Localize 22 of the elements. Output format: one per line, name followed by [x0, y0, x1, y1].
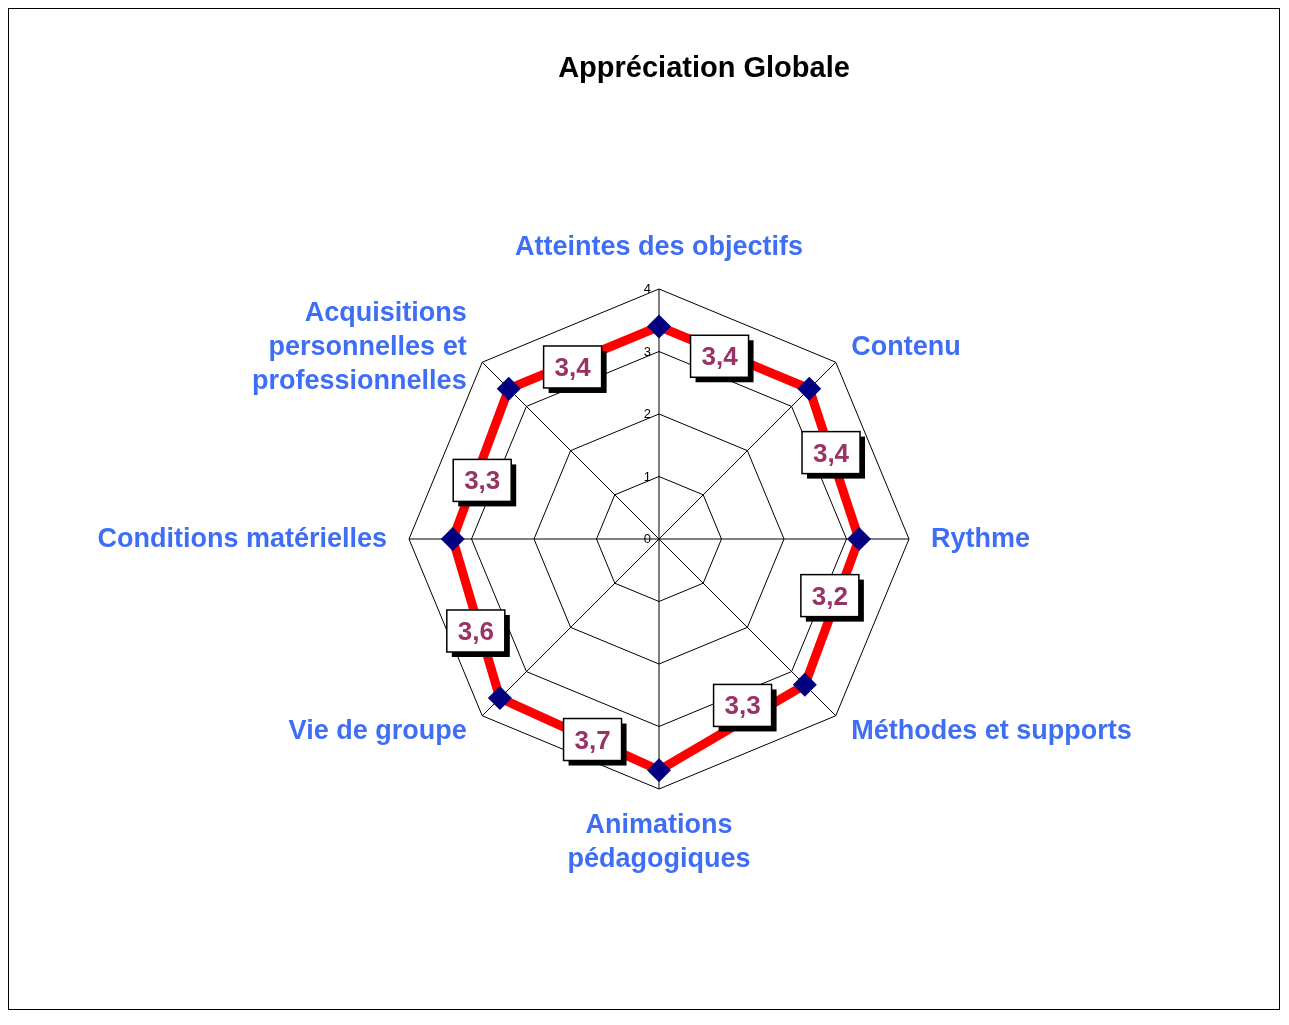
- y-tick-label: 3: [643, 343, 651, 359]
- data-label: 3,7: [574, 724, 611, 755]
- spoke-label: Acquisitions personnelles et professionnelles: [252, 296, 467, 395]
- data-label: 3,4: [554, 351, 592, 382]
- data-label: 3,3: [724, 690, 761, 721]
- y-tick-label: 1: [643, 468, 651, 484]
- data-label: 3,2: [811, 580, 848, 611]
- spoke-label: Animations pédagogiques: [567, 809, 751, 873]
- spoke-label: Méthodes et supports: [851, 715, 1132, 746]
- spoke-label: Conditions matérielles: [97, 523, 387, 553]
- y-tick-label: 4: [643, 281, 651, 296]
- spoke-label: Atteintes des objectifs: [514, 231, 804, 261]
- data-label: 3,3: [464, 465, 501, 496]
- y-tick-label: 2: [643, 406, 651, 421]
- data-label: 3,4: [812, 437, 850, 468]
- y-tick-label: 0: [643, 531, 651, 546]
- chart-title: Appréciation Globale: [558, 51, 850, 83]
- spoke-label: Rythme: [931, 523, 1031, 553]
- spoke-label: Contenu: [851, 330, 961, 361]
- data-label: 3,4: [701, 341, 739, 372]
- data-label: 3,6: [457, 616, 494, 646]
- spoke-label: Vie de groupe: [288, 715, 467, 746]
